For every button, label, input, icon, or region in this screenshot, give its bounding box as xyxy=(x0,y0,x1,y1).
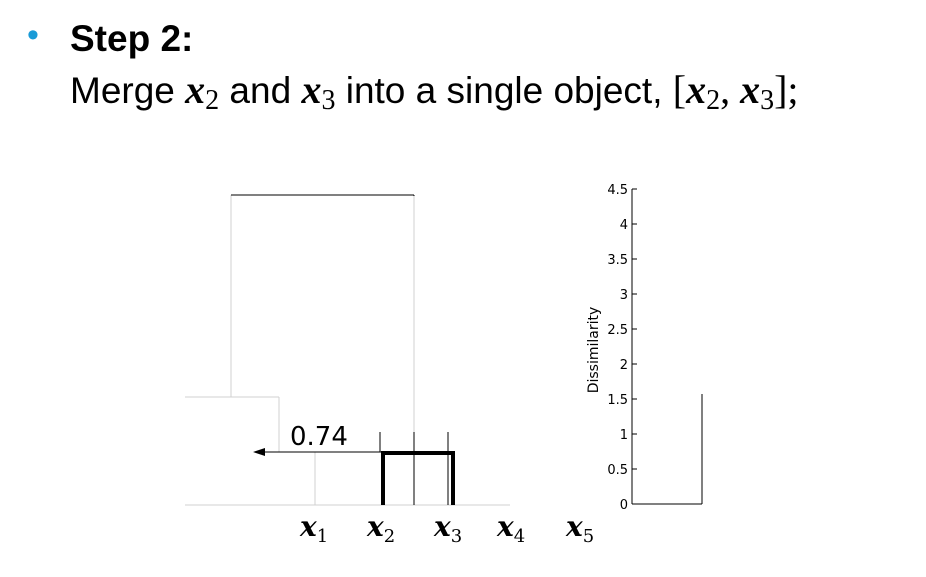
sub-3: 3 xyxy=(321,85,336,116)
dissimilarity-axis: Dissimilarity 0 0.5 1 1.5 2 2.5 3 3.5 4 4.5 xyxy=(586,183,703,513)
arrow-head-icon xyxy=(253,448,265,456)
axis-label: Dissimilarity xyxy=(586,307,602,394)
axis-tick-label: 2 xyxy=(620,358,628,373)
axis-tick-label: 1 xyxy=(620,428,628,443)
bracket-comma: , xyxy=(720,67,741,112)
axis-tick-label: 3 xyxy=(620,288,628,303)
leaf-x2: x2 xyxy=(366,510,395,547)
leaf-labels: x1 x2 x3 x4 x5 xyxy=(299,510,594,547)
desc-text-2: into a single object, xyxy=(335,70,673,111)
sub-2: 2 xyxy=(205,85,220,116)
step-title: Step 2: xyxy=(70,18,194,59)
leaf-x4: x4 xyxy=(496,510,525,547)
desc-text-1: Merge xyxy=(70,70,186,111)
faded-dendrogram xyxy=(185,194,510,506)
axis-tick-label: 2.5 xyxy=(607,323,628,338)
bullet-point: • xyxy=(27,16,39,54)
close-bracket: ]; xyxy=(774,67,799,112)
axis-tick-label: 1.5 xyxy=(607,393,628,408)
var-x2: x xyxy=(185,67,206,112)
bracket-var-x2: x xyxy=(686,67,707,112)
var-x3: x xyxy=(301,67,322,112)
bracket-sub-3: 3 xyxy=(760,85,775,116)
axis-tick-label: 3.5 xyxy=(607,253,628,268)
axis-tick-label: 0 xyxy=(620,498,628,513)
axis-tick-label: 4.5 xyxy=(607,183,628,198)
leaf-x3: x3 xyxy=(433,510,462,547)
bracket-sub-2: 2 xyxy=(706,85,721,116)
step-description: Merge x2 and x3 into a single object, [x… xyxy=(70,66,799,116)
axis-ticks: 0 0.5 1 1.5 2 2.5 3 3.5 4 4.5 xyxy=(607,183,637,513)
axis-tick-label: 4 xyxy=(620,218,628,233)
merge-height-label: 0.74 xyxy=(290,422,348,452)
leaf-x5: x5 xyxy=(565,510,594,547)
desc-text-and: and xyxy=(219,70,302,111)
leaf-x1: x1 xyxy=(299,510,328,547)
axis-tick-label: 0.5 xyxy=(607,463,628,478)
merge-x2-x3-link xyxy=(381,451,455,505)
open-bracket: [ xyxy=(672,67,687,112)
bracket-var-x3: x xyxy=(740,67,761,112)
